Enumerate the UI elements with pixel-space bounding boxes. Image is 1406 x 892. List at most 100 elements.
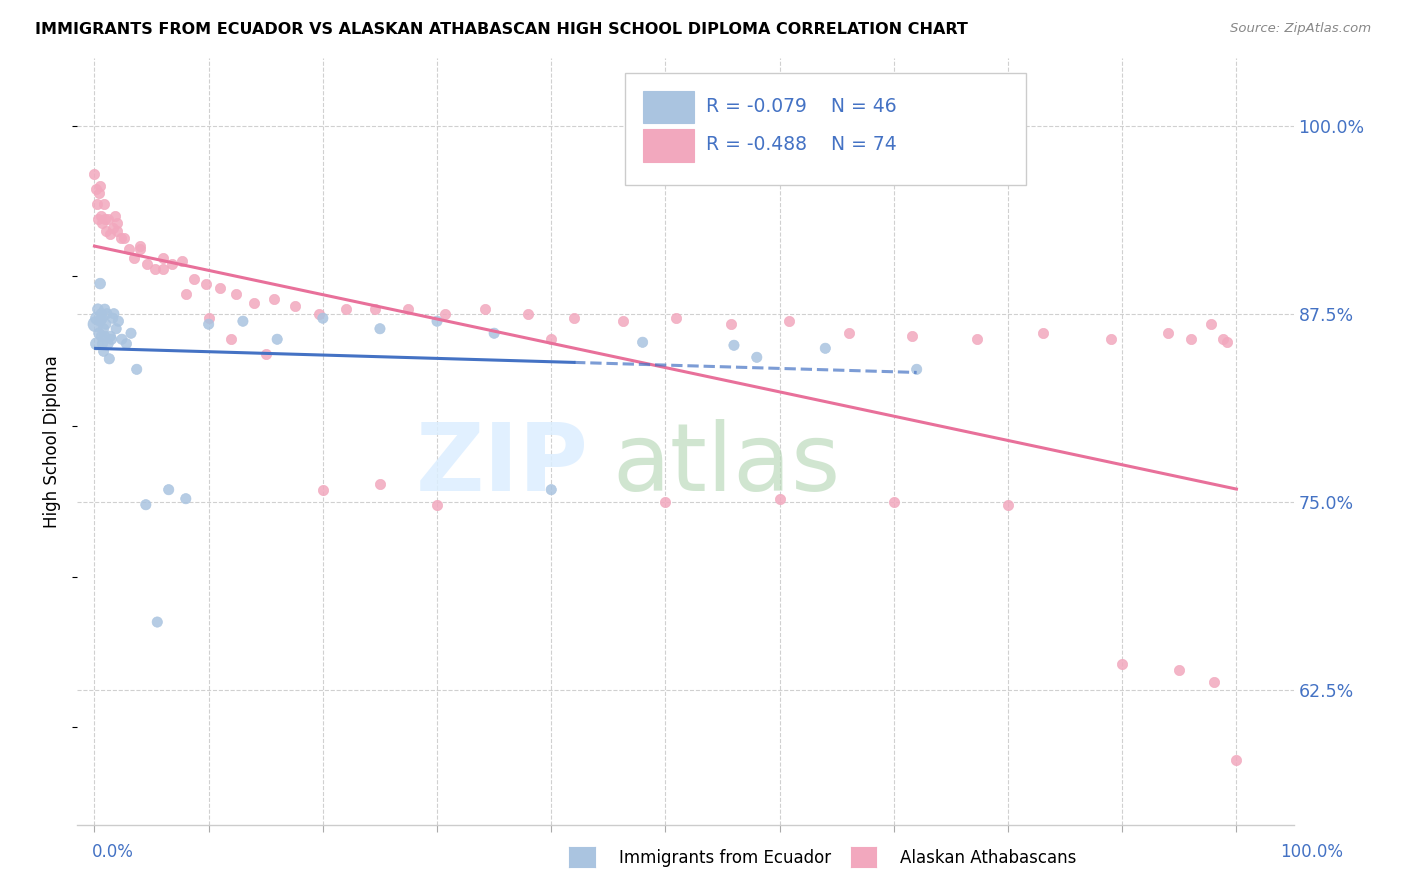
Point [905,362,928,376]
Point [107,314,129,328]
Point [266,332,288,346]
Point [101,221,124,235]
Point [86,311,108,326]
Point [814,341,837,355]
Point [101,311,124,326]
Point [243,296,266,310]
Point [474,302,496,317]
Point [84,317,107,331]
Point [96,307,118,321]
Text: R = -0.079    N = 46: R = -0.079 N = 46 [706,97,897,116]
Point [364,302,387,317]
Text: 100.0%: 100.0% [1279,843,1343,861]
Point [434,307,457,321]
Point [93,322,115,336]
Point [263,292,285,306]
Point [129,242,152,256]
Point [87,186,110,201]
Point [631,335,654,350]
Point [152,251,174,265]
Point [183,272,205,286]
Point [778,314,800,328]
Point [160,257,183,271]
Point [426,498,449,512]
Point [124,251,146,265]
Point [110,231,132,245]
Point [1212,332,1234,346]
Point [335,302,357,317]
Point [1099,332,1122,346]
Point [105,216,128,230]
Point [83,167,105,181]
Point [1168,663,1191,677]
Point [136,257,159,271]
Point [562,311,585,326]
Point [368,476,391,491]
Point [87,211,110,226]
Point [174,287,197,301]
Point [997,498,1019,512]
Point [197,311,219,326]
Point [86,336,108,351]
Point [172,254,194,268]
Point [91,216,114,230]
Point [838,326,860,341]
Point [103,307,125,321]
Point [135,498,157,512]
Point [883,494,905,508]
Point [93,329,115,343]
Point [89,277,111,291]
Point [98,351,121,366]
Point [1216,335,1239,350]
Text: Immigrants from Ecuador: Immigrants from Ecuador [619,849,831,867]
Point [89,314,111,328]
Text: R = -0.488    N = 74: R = -0.488 N = 74 [706,136,897,154]
Point [368,322,391,336]
Text: Alaskan Athabascans: Alaskan Athabascans [900,849,1076,867]
Point [540,483,562,497]
Point [90,209,112,223]
Point [91,311,114,326]
Point [398,302,420,317]
Point [1111,657,1133,672]
Point [86,197,108,211]
Point [100,227,122,241]
Point [115,336,138,351]
Point [1180,332,1202,346]
Point [1157,326,1180,341]
Point [665,311,688,326]
Point [104,209,127,223]
Point [93,344,115,359]
Text: atlas: atlas [613,418,841,510]
Point [97,336,120,351]
Point [87,302,110,317]
Point [90,307,112,321]
Point [129,239,152,253]
Point [254,347,277,361]
Point [118,242,141,256]
Point [225,287,247,301]
Point [1225,753,1247,767]
Point [517,307,540,321]
Point [100,329,122,343]
Point [1202,675,1225,690]
Point [901,329,924,343]
Point [120,326,142,341]
FancyBboxPatch shape [643,129,695,161]
Point [93,211,115,226]
Point [232,314,254,328]
Point [93,302,115,317]
Point [94,224,117,238]
Point [221,332,243,346]
Point [654,494,676,508]
Point [284,299,307,313]
Text: 0.0%: 0.0% [91,843,134,861]
Point [308,307,330,321]
Point [966,332,988,346]
Point [157,483,180,497]
Point [723,338,745,352]
Point [1201,317,1223,331]
Point [195,277,218,291]
Text: ZIP: ZIP [415,418,588,510]
Point [720,317,742,331]
